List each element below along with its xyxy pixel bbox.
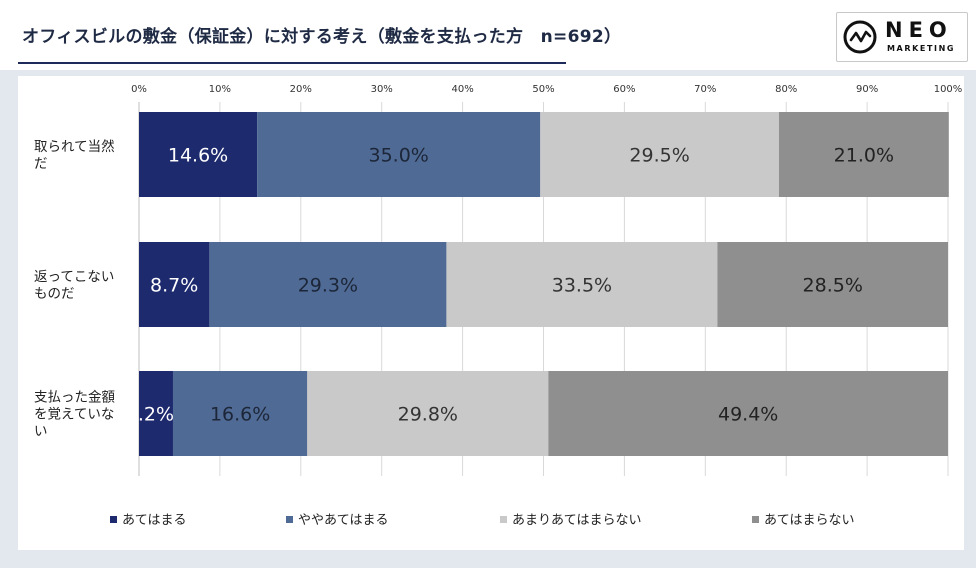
legend-label: ややあてはまる	[298, 513, 388, 528]
x-tick-label: 10%	[209, 84, 231, 95]
logo-subtitle: MARKETING	[887, 44, 956, 53]
x-tick-label: 30%	[371, 84, 393, 95]
x-tick-label: 0%	[131, 84, 147, 95]
x-tick-label: 60%	[613, 84, 635, 95]
data-label: .2%	[138, 404, 174, 426]
category-label: だ	[34, 156, 48, 172]
legend-swatch	[110, 516, 117, 523]
bar-segment	[257, 112, 541, 197]
logo-name: NEO	[885, 18, 953, 42]
bar-segment	[540, 112, 779, 197]
chart-title: オフィスビルの敷金（保証金）に対する考え（敷金を支払った方 n=692）	[22, 27, 622, 47]
legend-swatch	[752, 516, 759, 523]
legend-label: あまりあてはまらない	[512, 513, 641, 528]
bar-segment	[778, 112, 949, 197]
category-label: 支払った金額	[34, 390, 115, 406]
bar-segment	[172, 371, 308, 456]
data-label: 14.6%	[168, 145, 228, 167]
legend-swatch	[500, 516, 507, 523]
data-label: 16.6%	[210, 404, 270, 426]
x-tick-label: 80%	[775, 84, 797, 95]
data-label: 29.5%	[629, 145, 689, 167]
pulse-circle-icon	[843, 20, 877, 54]
category-label: 取られて当然	[34, 138, 115, 155]
bar-segment	[717, 242, 948, 327]
data-label: 28.5%	[803, 275, 863, 297]
neo-marketing-logo: NEO MARKETING	[836, 12, 968, 62]
bar-segment	[446, 242, 718, 327]
data-label: 29.3%	[298, 275, 358, 297]
data-label: 49.4%	[718, 404, 778, 426]
category-label: 返ってこない	[34, 269, 114, 285]
legend-swatch	[286, 516, 293, 523]
data-label: 29.8%	[398, 404, 458, 426]
category-label: ものだ	[34, 286, 75, 302]
data-label: 8.7%	[150, 275, 198, 297]
data-label: 33.5%	[552, 275, 612, 297]
legend-label: あてはまらない	[764, 513, 854, 528]
x-tick-label: 100%	[934, 84, 963, 95]
bar-segment	[139, 112, 258, 197]
x-tick-label: 40%	[451, 84, 473, 95]
x-tick-label: 90%	[856, 84, 878, 95]
chart-panel: 0% 10% 20% 30% 40% 50% 60% 70% 80% 90% 100% 取られて当然だ…	[18, 76, 964, 550]
x-tick-label: 50%	[532, 84, 554, 95]
bar-segment	[209, 242, 447, 327]
title-underline	[18, 62, 566, 64]
data-label: 35.0%	[369, 145, 429, 167]
data-label: 21.0%	[834, 145, 894, 167]
stacked-bar-chart: 0% 10% 20% 30% 40% 50% 60% 70% 80% 90% 100% 取られて当然だ…	[34, 84, 963, 528]
bar-segment	[139, 371, 173, 456]
bar-segment	[307, 371, 549, 456]
x-tick-label: 20%	[290, 84, 312, 95]
x-tick-label: 70%	[694, 84, 716, 95]
category-label: を覚えていな	[34, 407, 114, 423]
category-label: い	[34, 424, 48, 440]
legend-label: あてはまる	[122, 513, 186, 528]
bar-segment	[548, 371, 948, 456]
bar-segment	[139, 242, 210, 327]
header: オフィスビルの敷金（保証金）に対する考え（敷金を支払った方 n=692） NEO…	[0, 0, 976, 70]
